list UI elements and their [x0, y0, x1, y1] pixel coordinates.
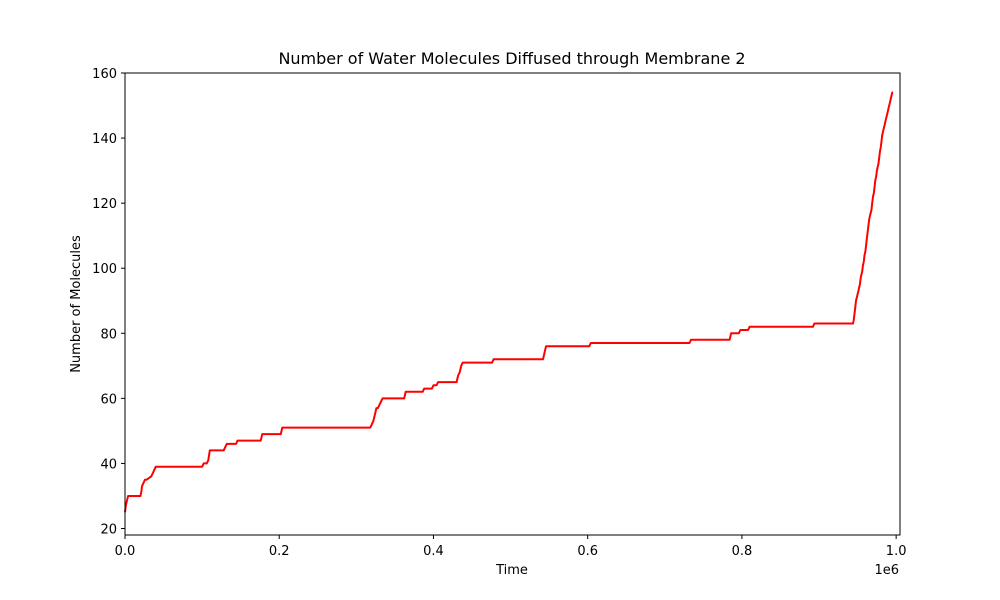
x-tick-label: 1.0 [886, 544, 907, 559]
x-tick-label: 0.0 [115, 544, 136, 559]
x-tick-label: 0.6 [577, 544, 598, 559]
chart-title: Number of Water Molecules Diffused throu… [278, 49, 745, 68]
y-tick-label: 100 [92, 262, 117, 277]
x-tick-label: 0.4 [423, 544, 444, 559]
y-tick-label: 60 [100, 392, 117, 407]
x-tick-label: 0.8 [732, 544, 753, 559]
y-tick-label: 40 [100, 457, 117, 472]
x-tick-label: 0.2 [269, 544, 290, 559]
y-axis-ticks: 20 40 60 80 100 120 140 160 [92, 67, 125, 537]
y-axis-label: Number of Molecules [69, 235, 84, 373]
x-axis-ticks: 0.0 0.2 0.4 0.6 0.8 1.0 [115, 535, 907, 559]
data-line-membrane-2 [124, 91, 894, 513]
y-tick-label: 120 [92, 197, 117, 212]
plot-frame [124, 72, 901, 536]
y-tick-label: 80 [100, 327, 117, 342]
y-tick-label: 160 [92, 67, 117, 82]
x-axis-label: Time [495, 563, 528, 578]
x-axis-offset-text: 1e6 [874, 563, 899, 578]
y-tick-label: 140 [92, 132, 117, 147]
y-tick-label: 20 [100, 522, 117, 537]
